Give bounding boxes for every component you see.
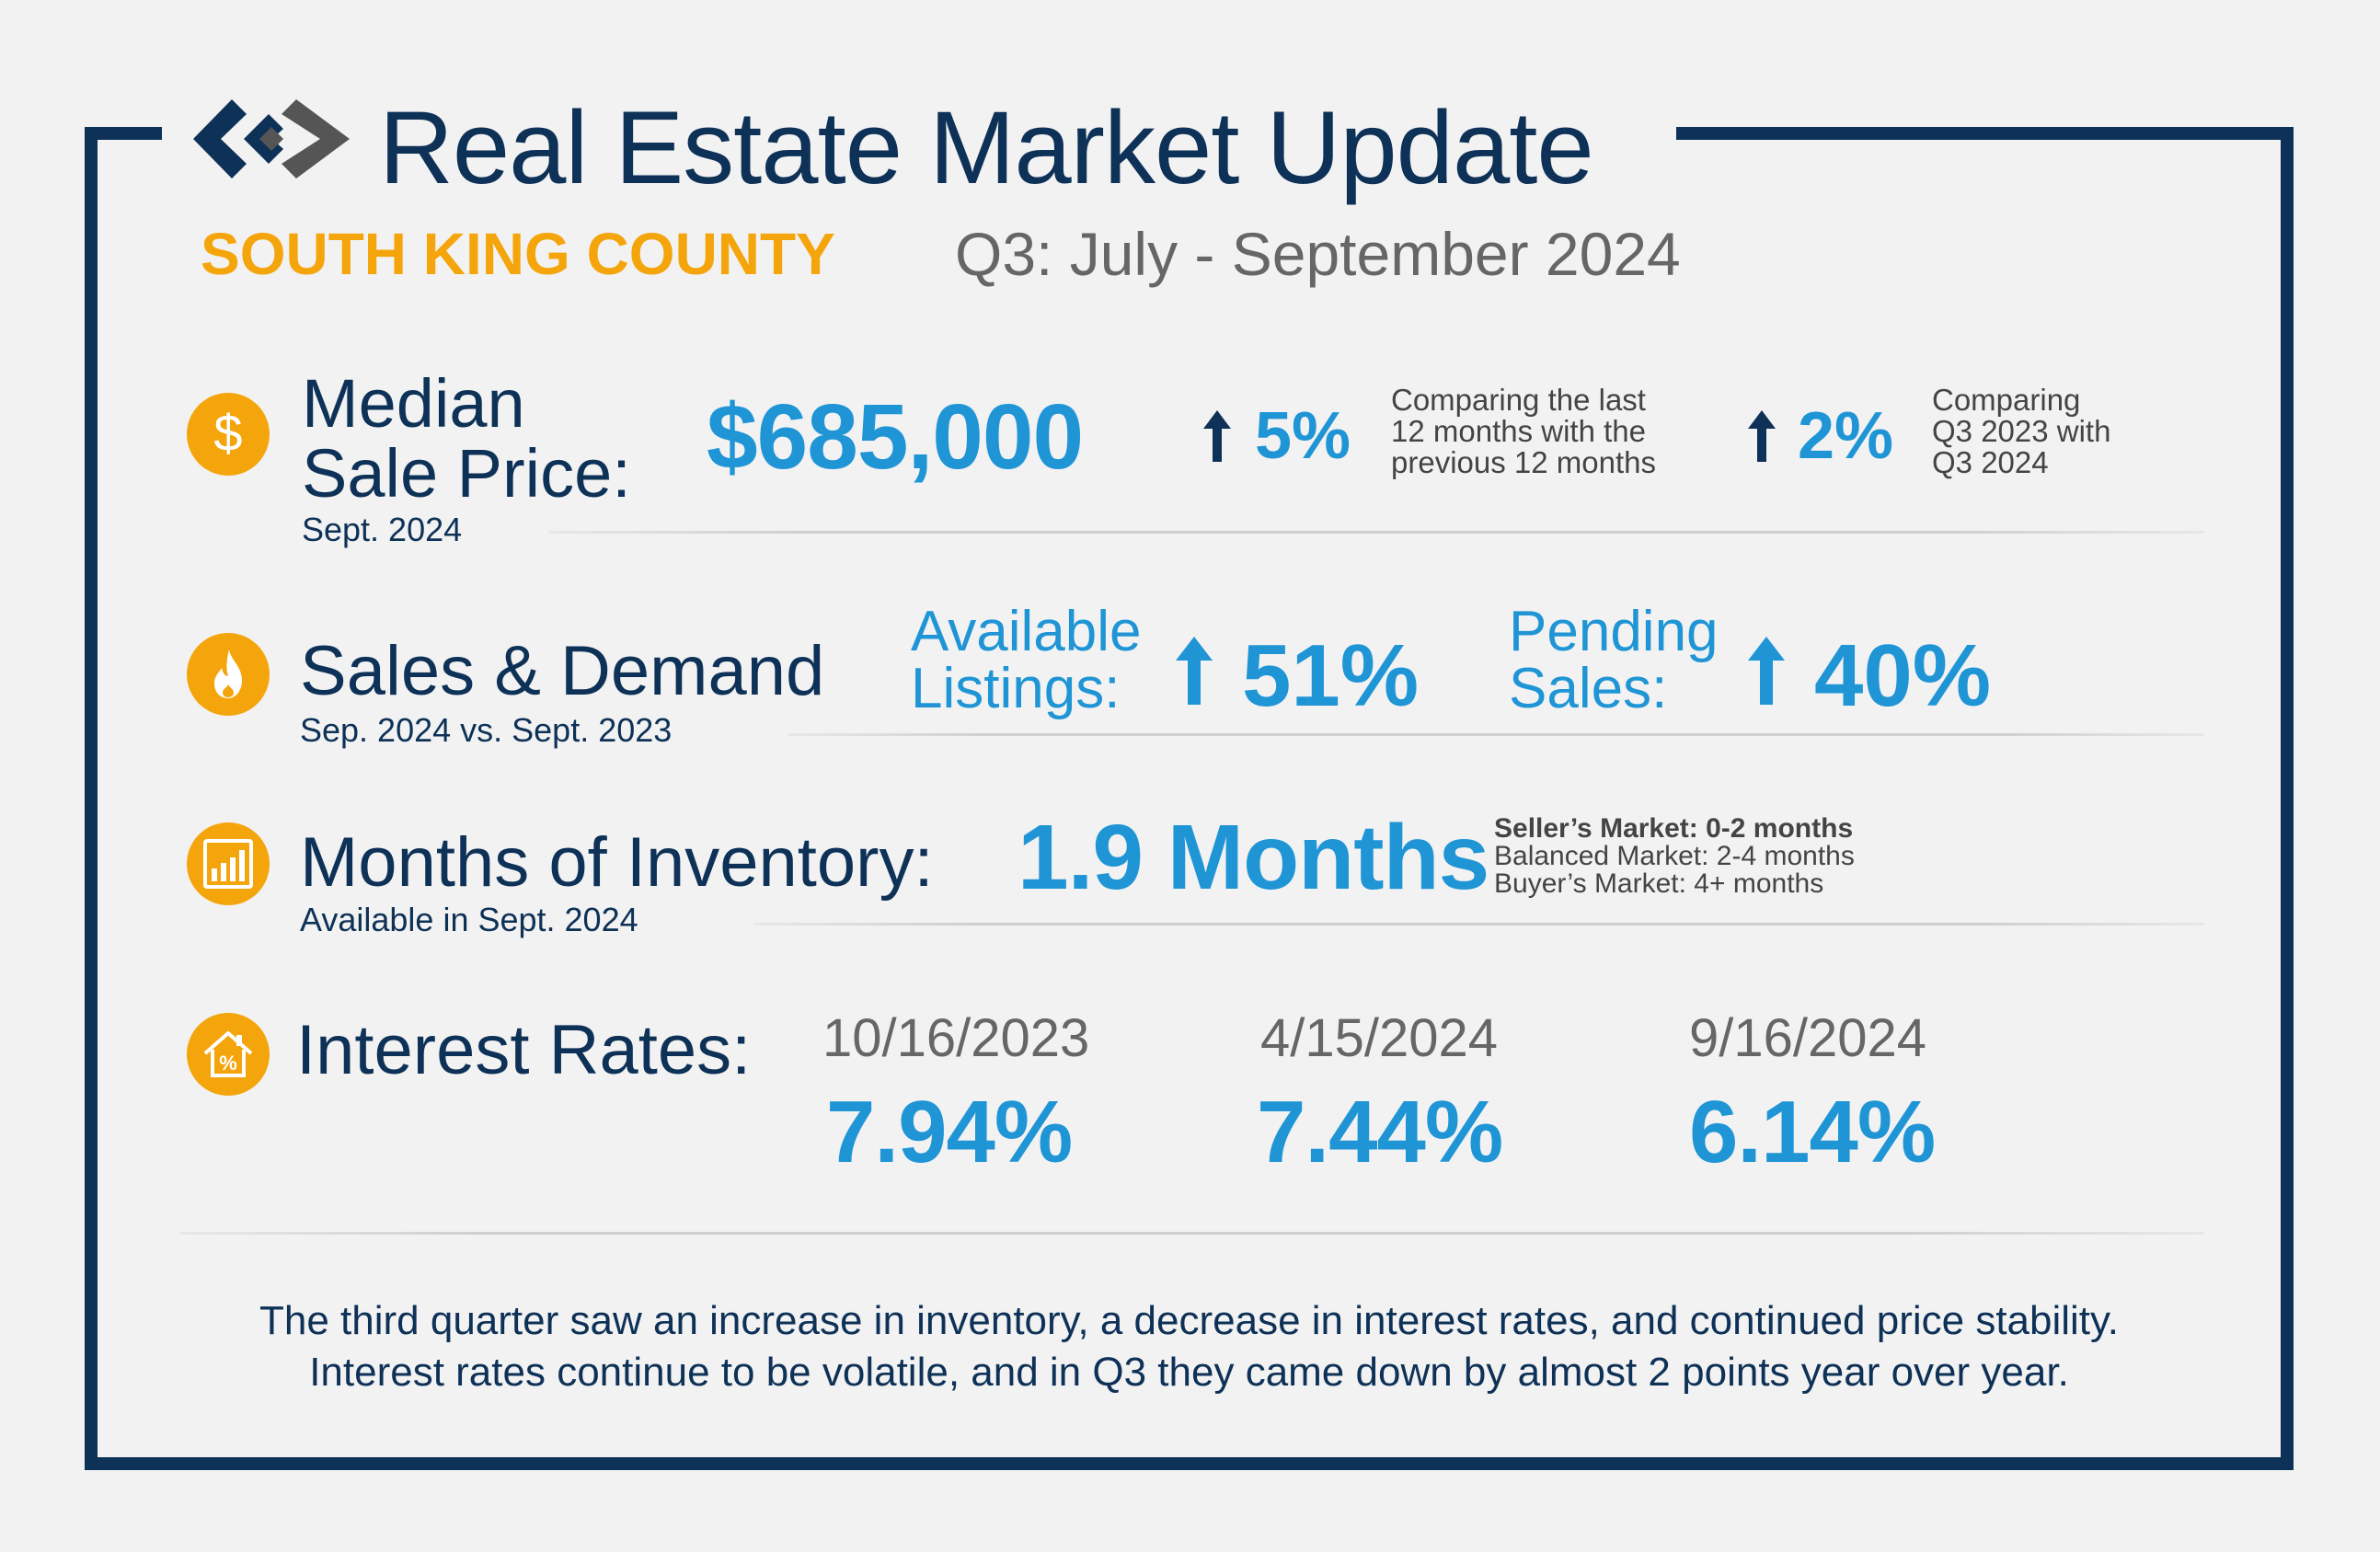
summary-line-1: The third quarter saw an increase in inv… xyxy=(259,1298,2119,1343)
listings-label-line1: Available xyxy=(911,600,1142,663)
inventory-note-buyers: Buyer’s Market: 4+ months xyxy=(1494,868,1824,899)
page-title: Real Estate Market Update xyxy=(379,90,1594,205)
arrow-up-icon xyxy=(1203,410,1231,462)
house-percent-icon: % xyxy=(187,1013,270,1096)
sales-demand-label: Sales & Demand xyxy=(300,632,825,710)
bar-chart-icon xyxy=(187,822,270,905)
frame-bottom xyxy=(85,1457,2294,1470)
rate-value-1: 7.94% xyxy=(826,1083,1073,1181)
brand-logo-icon xyxy=(193,99,350,178)
rate-value-2: 7.44% xyxy=(1257,1083,1503,1181)
divider xyxy=(548,531,2204,534)
svg-text:%: % xyxy=(219,1052,237,1075)
inventory-note-balanced: Balanced Market: 2-4 months xyxy=(1494,841,1855,871)
median-change-12mo-note-2: 12 months with the xyxy=(1391,414,1646,448)
svg-text:$: $ xyxy=(213,404,242,462)
arrow-up-icon xyxy=(1748,637,1785,705)
sales-demand-sublabel: Sep. 2024 vs. Sept. 2023 xyxy=(300,711,673,749)
median-change-q3-note-3: Q3 2024 xyxy=(1932,445,2049,479)
rate-date-3: 9/16/2024 xyxy=(1689,1008,1927,1068)
median-change-q3: 2% xyxy=(1798,399,1894,473)
divider xyxy=(754,923,2204,925)
frame-top-right xyxy=(1676,127,2294,140)
inventory-value: 1.9 Months xyxy=(1018,806,1489,909)
pending-value: 40% xyxy=(1814,627,1992,725)
inventory-label: Months of Inventory: xyxy=(300,823,934,902)
median-change-q3-note-1: Comparing xyxy=(1932,383,2081,417)
inventory-sublabel: Available in Sept. 2024 xyxy=(300,901,638,938)
median-price-value: $685,000 xyxy=(707,385,1084,489)
median-change-q3-note-2: Q3 2023 with xyxy=(1932,414,2111,448)
interest-rates-label: Interest Rates: xyxy=(296,1011,752,1089)
period-label: Q3: July - September 2024 xyxy=(955,220,1681,288)
summary-line-2: Interest rates continue to be volatile, … xyxy=(309,1350,2069,1395)
divider xyxy=(180,1232,2204,1235)
region-label: SOUTH KING COUNTY xyxy=(201,221,835,287)
listings-value: 51% xyxy=(1242,627,1420,725)
rate-value-3: 6.14% xyxy=(1689,1083,1936,1181)
median-change-12mo-note-3: previous 12 months xyxy=(1391,445,1656,479)
median-sublabel: Sept. 2024 xyxy=(302,511,463,548)
flame-icon xyxy=(187,633,270,716)
dollar-icon: $ xyxy=(187,393,270,476)
frame-right xyxy=(2281,127,2294,1470)
median-change-12mo: 5% xyxy=(1255,399,1351,473)
frame-left xyxy=(85,127,98,1470)
divider xyxy=(788,733,2204,736)
arrow-up-icon xyxy=(1748,410,1776,462)
frame-top-left xyxy=(85,127,162,140)
rate-date-1: 10/16/2023 xyxy=(822,1008,1090,1068)
arrow-up-icon xyxy=(1176,637,1213,705)
listings-label-line2: Listings: xyxy=(911,657,1121,720)
median-label-line2: Sale Price: xyxy=(302,435,631,512)
pending-label-line1: Pending xyxy=(1509,600,1719,663)
pending-label-line2: Sales: xyxy=(1509,657,1668,720)
median-change-12mo-note-1: Comparing the last xyxy=(1391,383,1646,417)
median-label-line1: Median xyxy=(302,365,525,442)
rate-date-2: 4/15/2024 xyxy=(1260,1008,1499,1068)
inventory-note-sellers: Seller’s Market: 0-2 months xyxy=(1494,813,1854,844)
